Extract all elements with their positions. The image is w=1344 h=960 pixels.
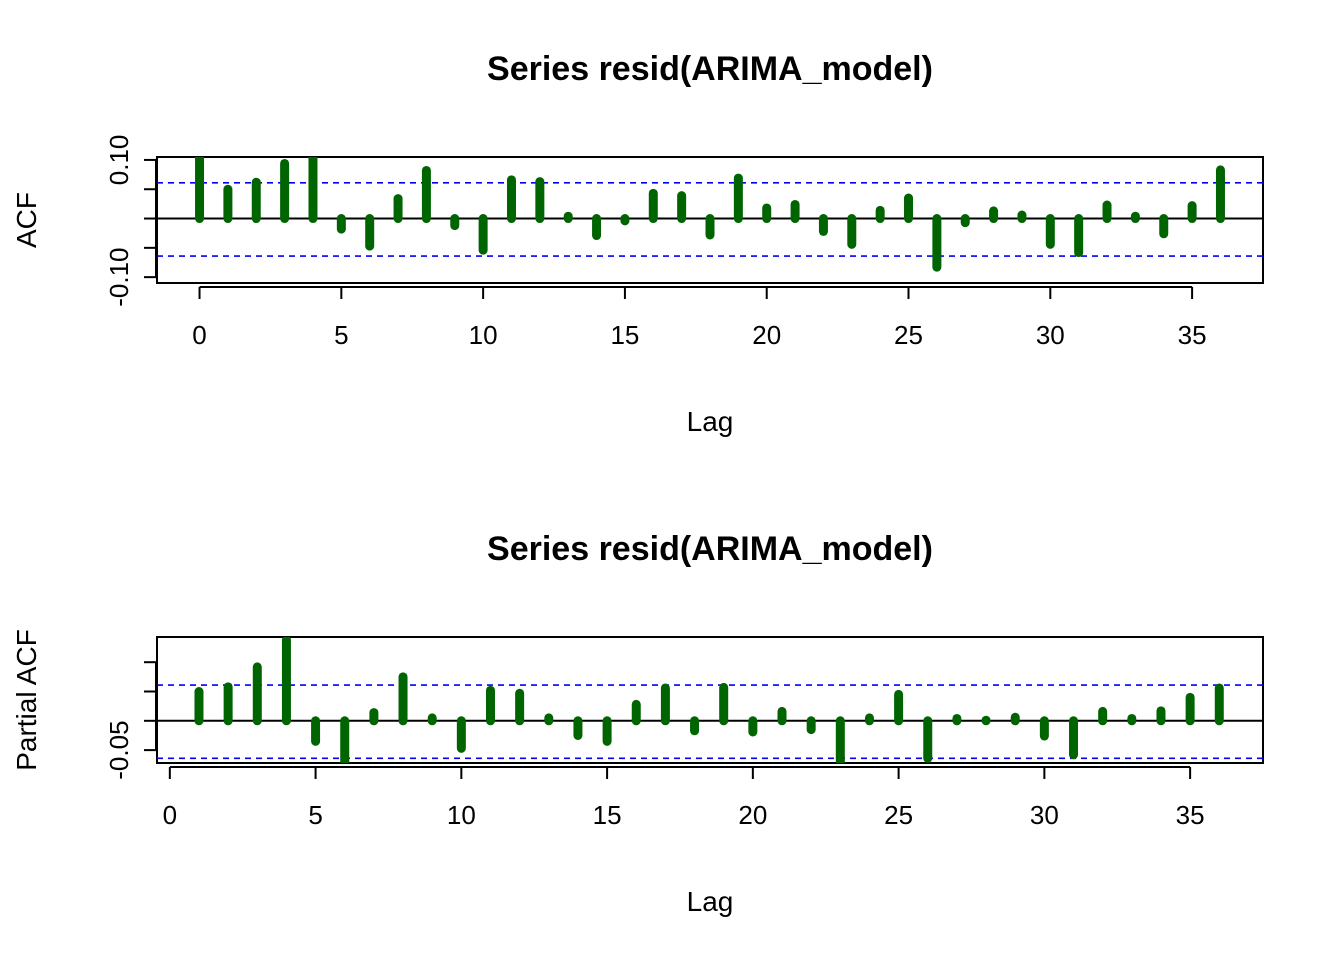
pacf-x-tick-label: 10: [447, 800, 476, 830]
pacf-panel: Series resid(ARIMA_model) Lag Partial AC…: [11, 530, 1264, 917]
acf-title: Series resid(ARIMA_model): [487, 50, 933, 88]
acf-bars: [195, 157, 1225, 272]
pacf-y-tick-label: -0.05: [104, 720, 134, 779]
pacf-bars: [194, 637, 1224, 763]
pacf-plot-area: 0 5 10 15 20 25 30 35 -0.05: [104, 636, 1264, 830]
acf-y-axis-label: ACF: [11, 192, 42, 248]
acf-x-tick-label: 35: [1178, 320, 1207, 350]
pacf-x-tick-label: 35: [1176, 800, 1205, 830]
pacf-x-axis-label: Lag: [687, 886, 734, 917]
pacf-x-tick-label: 0: [163, 800, 177, 830]
pacf-x-tick-label: 25: [884, 800, 913, 830]
acf-y-tick-label: 0.10: [104, 135, 134, 186]
pacf-y-axis-label: Partial ACF: [11, 629, 42, 771]
pacf-title: Series resid(ARIMA_model): [487, 530, 933, 568]
acf-x-tick-label: 5: [334, 320, 348, 350]
acf-x-tick-label: 25: [894, 320, 923, 350]
acf-y-tick-label: -0.10: [104, 248, 134, 307]
acf-x-tick-label: 20: [752, 320, 781, 350]
acf-x-tick-label: 15: [610, 320, 639, 350]
pacf-x-tick-label: 30: [1030, 800, 1059, 830]
acf-panel: Series resid(ARIMA_model) Lag ACF 0 5 10 15…: [11, 50, 1264, 437]
acf-x-tick-label: 30: [1036, 320, 1065, 350]
pacf-x-tick-label: 15: [593, 800, 622, 830]
acf-x-axis-label: Lag: [687, 406, 734, 437]
acf-x-tick-label: 0: [192, 320, 206, 350]
pacf-x-tick-label: 20: [738, 800, 767, 830]
acf-plot-area: 0 5 10 15 20 25 30 35 -0.10 0.10: [104, 135, 1264, 350]
pacf-x-tick-label: 5: [308, 800, 322, 830]
pacf-plot-frame: [156, 636, 1264, 764]
acf-x-tick-label: 10: [469, 320, 498, 350]
